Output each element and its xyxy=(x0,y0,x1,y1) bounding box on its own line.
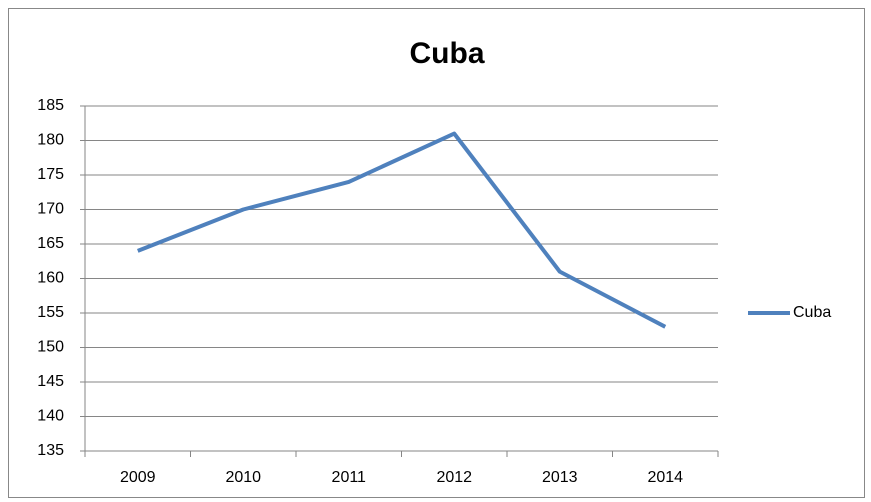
y-tick-label: 180 xyxy=(37,132,64,149)
chart-title: Cuba xyxy=(410,37,485,70)
x-tick-label: 2010 xyxy=(225,469,261,486)
y-tick-label: 145 xyxy=(37,373,64,390)
legend-label: Cuba xyxy=(793,304,831,321)
chart-border xyxy=(8,8,865,498)
y-tick-label: 165 xyxy=(37,235,64,252)
x-tick-label: 2013 xyxy=(542,469,578,486)
y-tick-label: 135 xyxy=(37,442,64,459)
y-tick-label: 170 xyxy=(37,201,64,218)
y-tick-label: 160 xyxy=(37,270,64,287)
x-tick-label: 2012 xyxy=(436,469,472,486)
x-tick-label: 2011 xyxy=(332,469,367,486)
line xyxy=(137,131,667,329)
x-tick-label: 2014 xyxy=(647,469,683,486)
y-tick-label: 150 xyxy=(37,339,64,356)
y-tick-label: 155 xyxy=(37,304,64,321)
y-tick-label: 175 xyxy=(37,166,64,183)
x-tick-label: 2009 xyxy=(120,469,156,486)
y-tick-label: 140 xyxy=(37,408,64,425)
y-tick-label: 185 xyxy=(37,97,64,114)
